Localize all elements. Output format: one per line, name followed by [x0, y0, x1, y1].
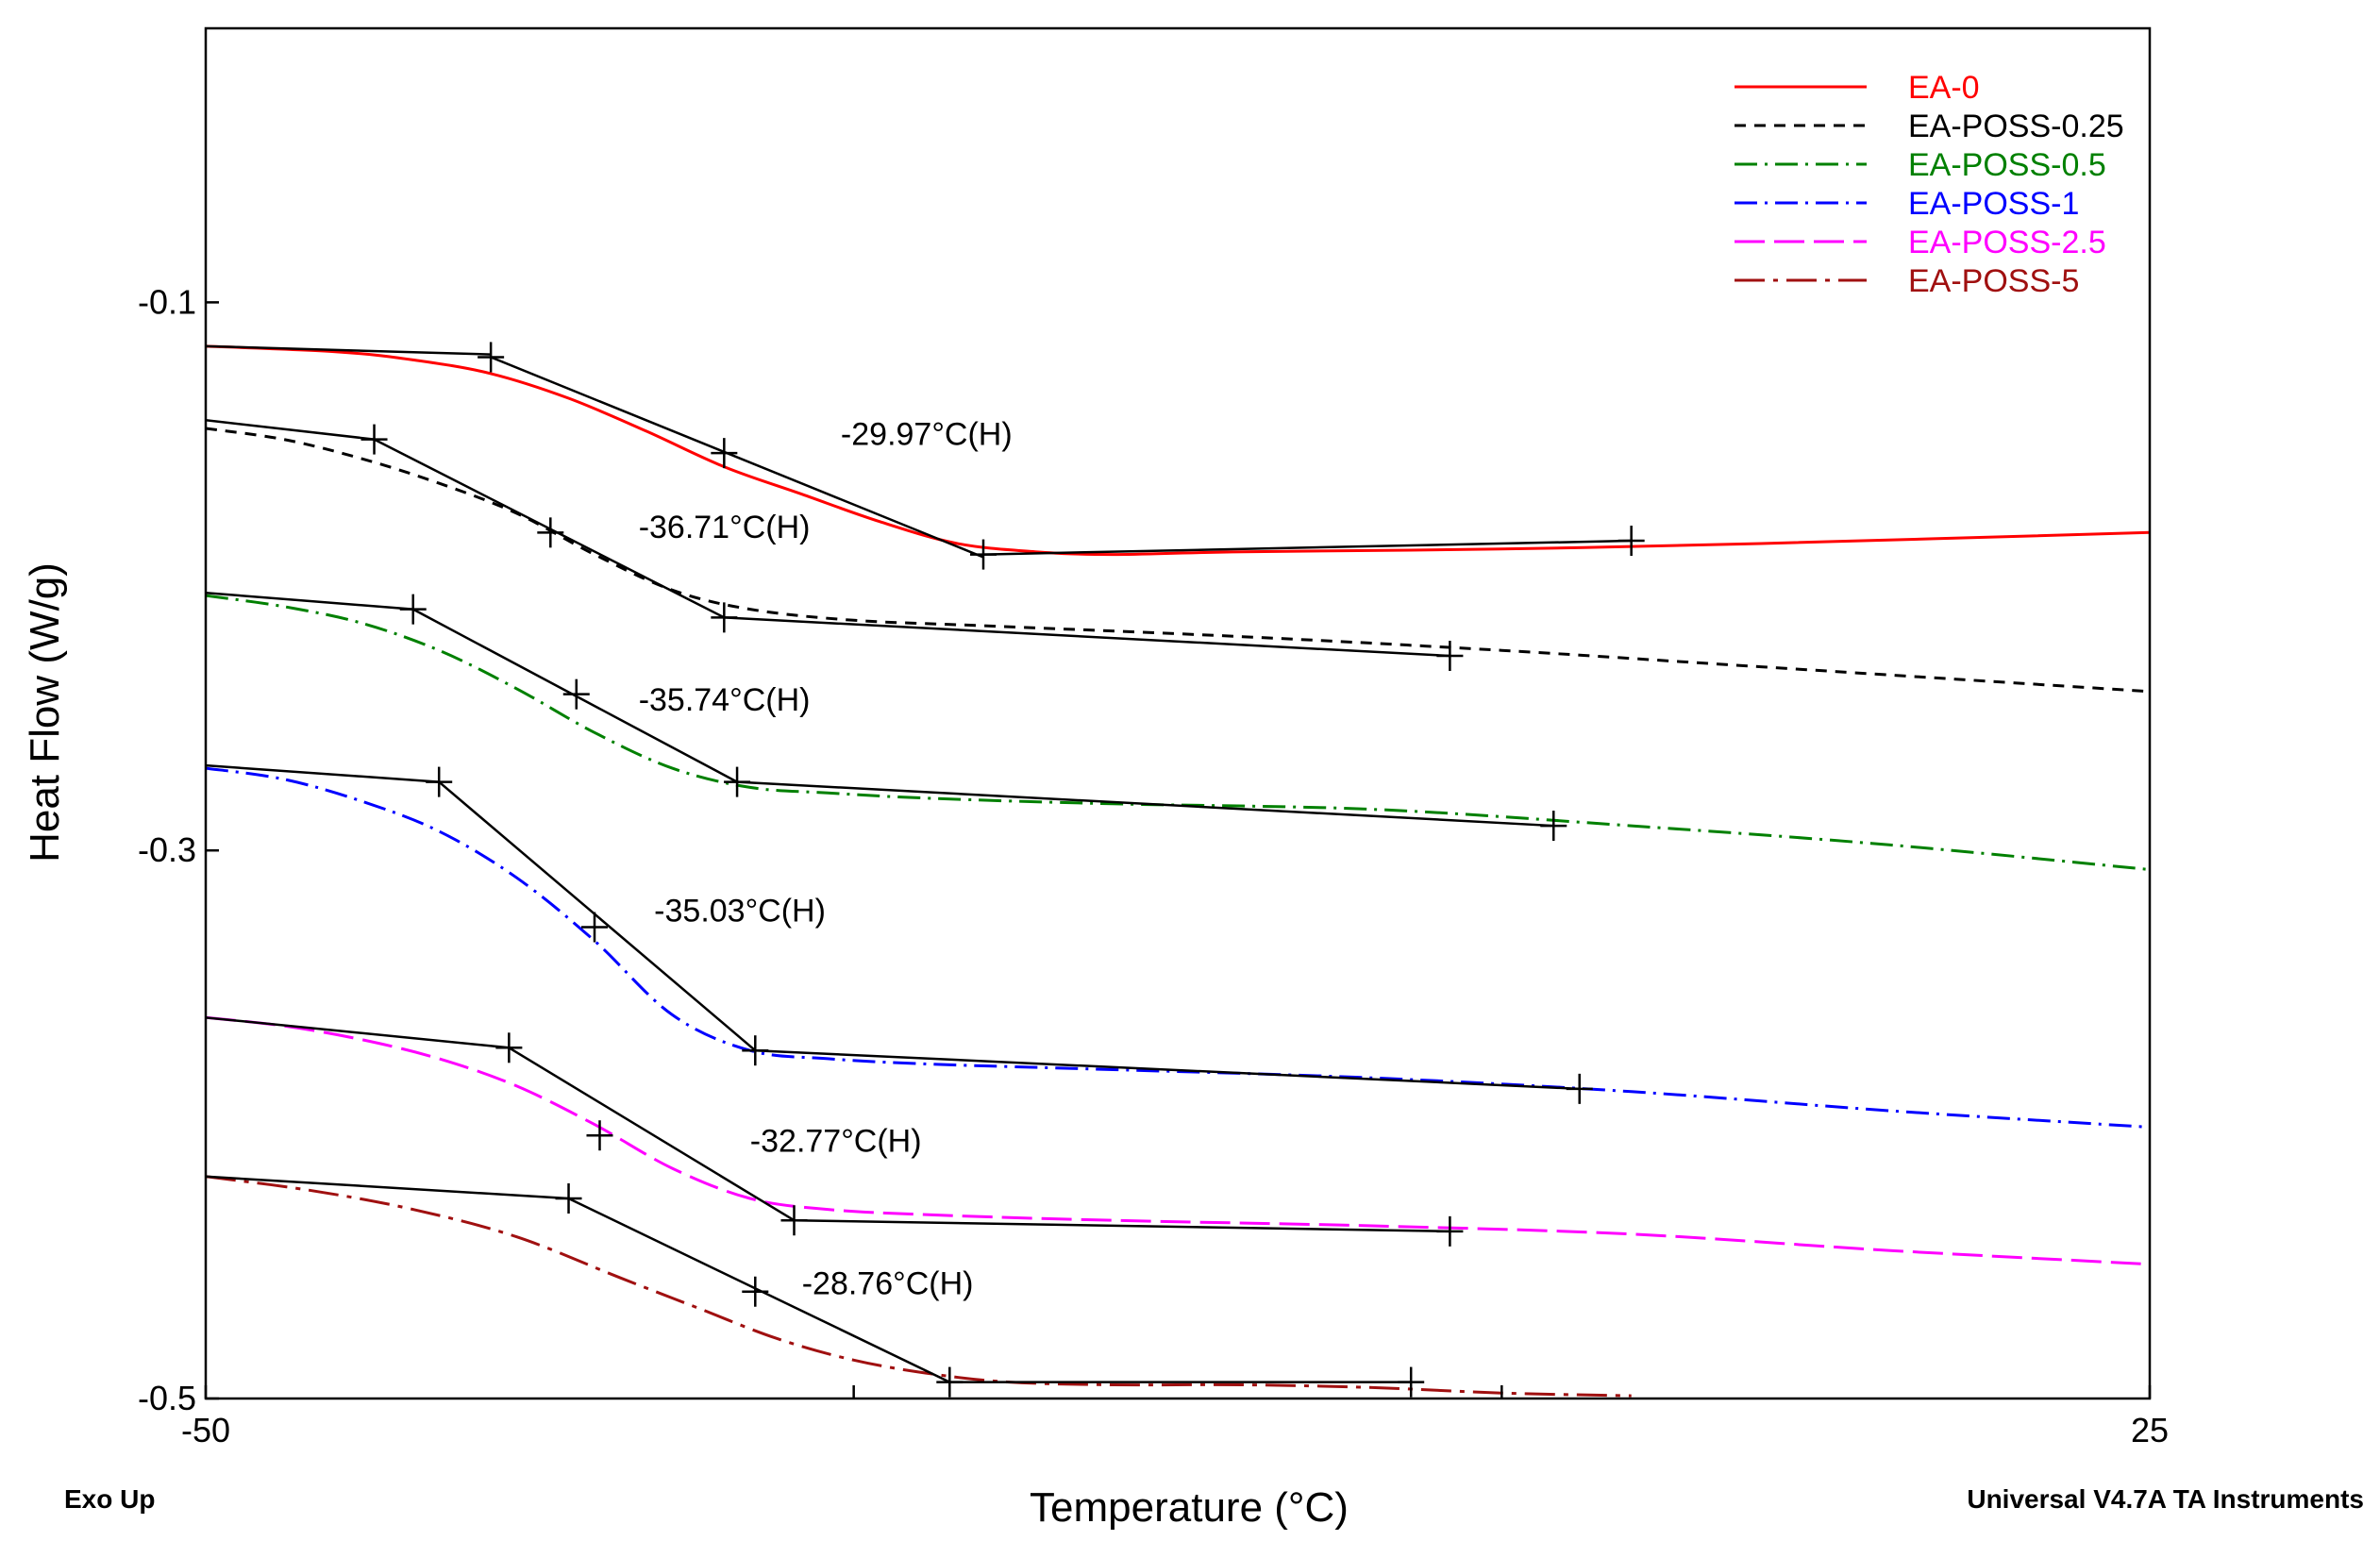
- tg-annotation-2: -35.74°C(H): [639, 682, 811, 718]
- x-axis-title: Temperature (°C): [1030, 1484, 1349, 1531]
- tangent-ea-poss-2-5-2: [794, 1218, 1450, 1233]
- tangent-layer: [206, 344, 1632, 1383]
- legend-label-ea-poss-0-25: EA-POSS-0.25: [1908, 109, 2124, 144]
- tangent-ea-poss-5-1: [567, 1197, 950, 1383]
- marker-ea-poss-1-0: [426, 766, 453, 797]
- tangent-ea-poss-0-5-1: [412, 608, 738, 783]
- marker-ea-poss-1-1: [581, 912, 608, 943]
- marker-ea-0-2: [970, 539, 997, 570]
- marker-ea-0-0: [478, 342, 505, 373]
- tangent-ea-poss-2-5-0: [206, 1016, 510, 1049]
- marker-ea-poss-0-25-0: [360, 424, 388, 455]
- y-axis-title: Heat Flow (W/g): [22, 562, 68, 863]
- marker-ea-poss-5-0: [555, 1183, 582, 1214]
- tg-annotation-0: -29.97°C(H): [841, 416, 1013, 452]
- marker-ea-poss-0-5-0: [399, 594, 427, 625]
- tg-annotation-1: -36.71°C(H): [639, 510, 811, 545]
- tangent-ea-poss-1-0: [206, 763, 440, 783]
- tangent-ea-poss-0-25-2: [724, 616, 1450, 658]
- series-line-ea-poss-0-5: [206, 594, 2150, 871]
- marker-ea-poss-2-5-2: [780, 1205, 808, 1236]
- marker-ea-poss-2-5-0: [495, 1032, 523, 1064]
- marker-ea-poss-0-5-2: [724, 766, 751, 797]
- tg-annotation-4: -32.77°C(H): [750, 1124, 922, 1160]
- marker-ea-poss-1-2: [742, 1035, 769, 1066]
- series-line-ea-poss-0-25: [206, 427, 2150, 694]
- tangent-ea-poss-0-5-0: [206, 591, 413, 611]
- instrument-label: Universal V4.7A TA Instruments: [1967, 1484, 2364, 1514]
- x-tick-label-50: -50: [181, 1411, 230, 1449]
- y-tick-label-0-3: -0.3: [138, 830, 196, 869]
- tangent-ea-poss-5-0: [206, 1175, 569, 1200]
- legend-label-ea-0: EA-0: [1908, 70, 1980, 106]
- axis-layer: -50 25 -0.1 -0.3 -0.5: [138, 282, 2169, 1449]
- series-line-ea-poss-1: [206, 766, 2150, 1129]
- legend-label-ea-poss-0-5: EA-POSS-0.5: [1908, 147, 2106, 183]
- marker-ea-0-1: [711, 438, 738, 469]
- tangent-ea-poss-0-25-1: [373, 438, 725, 619]
- marker-ea-poss-0-25-1: [537, 517, 564, 548]
- exo-up-label: Exo Up: [64, 1484, 155, 1514]
- tg-annotation-5: -28.76°C(H): [802, 1266, 974, 1302]
- series-line-ea-poss-5: [206, 1175, 1632, 1398]
- marker-ea-poss-5-3: [1398, 1366, 1425, 1398]
- tangent-ea-0-2: [982, 539, 1632, 556]
- marker-layer: [360, 342, 1645, 1398]
- tangent-ea-poss-2-5-1: [508, 1047, 796, 1222]
- tangent-ea-poss-0-5-2: [736, 780, 1554, 828]
- tangent-ea-poss-0-25-0: [206, 419, 375, 441]
- tangent-ea-0-1: [490, 356, 984, 559]
- annotation-layer: -29.97°C(H) -36.71°C(H) -35.74°C(H) -35.03°…: [639, 416, 1013, 1301]
- legend-label-ea-poss-5: EA-POSS-5: [1908, 263, 2079, 299]
- marker-ea-poss-5-1: [742, 1276, 769, 1307]
- legend: EA-0EA-POSS-0.25EA-POSS-0.5EA-POSS-1EA-P…: [1735, 70, 2124, 299]
- tangent-ea-poss-1-1: [438, 780, 757, 1052]
- marker-ea-poss-0-25-2: [711, 602, 738, 633]
- y-tick-label-0-5: -0.5: [138, 1379, 196, 1417]
- series-line-ea-poss-2-5: [206, 1015, 2150, 1266]
- marker-ea-poss-2-5-3: [1436, 1215, 1464, 1247]
- series-layer: [206, 344, 2150, 1398]
- marker-ea-poss-0-25-3: [1436, 641, 1464, 672]
- tangent-ea-poss-1-2: [755, 1048, 1580, 1091]
- marker-ea-0-3: [1617, 526, 1645, 557]
- y-tick-label-0-1: -0.1: [138, 282, 196, 321]
- marker-ea-poss-1-3: [1566, 1073, 1593, 1104]
- x-tick-label-25: 25: [2131, 1411, 2169, 1449]
- tg-annotation-3: -35.03°C(H): [654, 894, 826, 930]
- marker-ea-poss-5-2: [936, 1366, 964, 1398]
- plot-frame: [204, 26, 2152, 1400]
- series-line-ea-0: [206, 344, 2150, 557]
- legend-label-ea-poss-1: EA-POSS-1: [1908, 186, 2079, 222]
- legend-label-ea-poss-2-5: EA-POSS-2.5: [1908, 225, 2106, 260]
- marker-ea-poss-2-5-1: [586, 1120, 613, 1151]
- marker-ea-poss-0-5-3: [1540, 811, 1567, 842]
- marker-ea-poss-0-5-1: [562, 678, 590, 710]
- tangent-ea-0-0: [206, 344, 492, 356]
